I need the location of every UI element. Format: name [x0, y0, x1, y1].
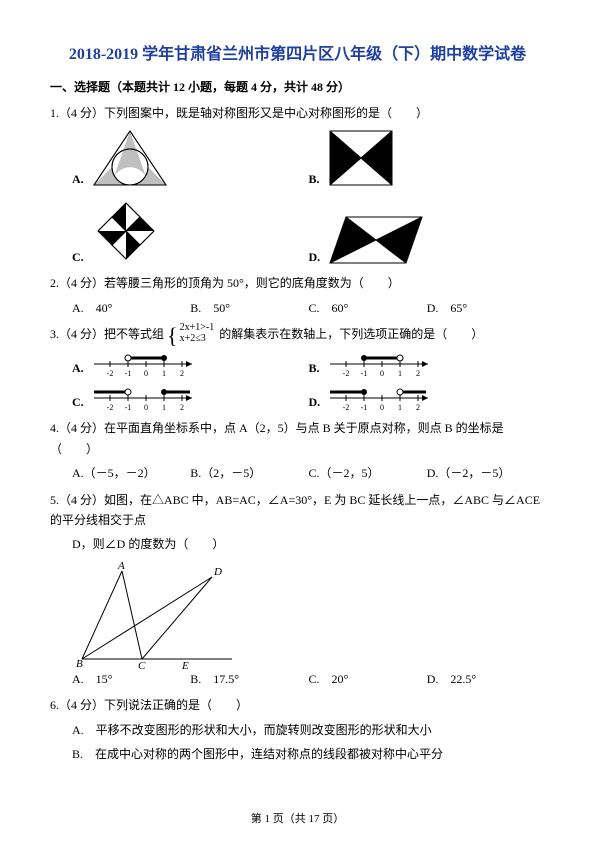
svg-text:-1: -1	[360, 369, 367, 378]
question-2: 2.（4 分）若等腰三角形的顶角为 50°，则它的底角度数为（ ） A. 40°…	[50, 273, 545, 318]
svg-text:2: 2	[416, 369, 420, 378]
q1-label-b: B.	[309, 169, 320, 189]
svg-text:0: 0	[144, 403, 148, 412]
q3-stem: 3.（4 分）把不等式组 {2x+1>-1x+2≤3 的解集表示在数轴上，下列选…	[50, 324, 545, 346]
svg-text:1: 1	[162, 369, 166, 378]
q4-opt-d: D.（－2，－5）	[427, 463, 545, 483]
svg-text:0: 0	[144, 369, 148, 378]
q4-stem: 4.（4 分）在平面直角坐标系中，点 A（2，5）与点 B 关于原点对称，则点 …	[50, 418, 545, 459]
page-footer: 第 1 页（共 17 页）	[0, 810, 595, 826]
q1-figure-a	[90, 127, 170, 189]
q6-opt-b: B. 在成中心对称的两个图形中，连结对称点的线段都被对称中心平分	[50, 744, 545, 764]
q6-opt-a: A. 平移不改变图形的形状和大小，而旋转则改变图形的形状和大小	[50, 720, 545, 740]
q1-label-d: D.	[309, 247, 321, 267]
q5-opt-b: B. 17.5°	[190, 669, 308, 689]
q2-opt-a: A. 40°	[72, 298, 190, 318]
q5-opt-c: C. 20°	[309, 669, 427, 689]
q3-numberline-b: -2 -1 0 1 2	[326, 350, 436, 378]
svg-text:-1: -1	[124, 403, 131, 412]
svg-text:C: C	[138, 660, 146, 669]
q3-label-a: A.	[72, 358, 84, 378]
svg-text:-1: -1	[361, 403, 368, 412]
q3-stem-a: 3.（4 分）把不等式组	[50, 327, 164, 341]
question-5: 5.（4 分）如图，在△ABC 中，AB=AC，∠A=30°，E 为 BC 延长…	[50, 490, 545, 690]
svg-text:2: 2	[416, 403, 420, 412]
svg-text:-2: -2	[342, 369, 349, 378]
svg-text:A: A	[117, 560, 125, 572]
svg-text:1: 1	[398, 403, 402, 412]
q3-numberline-a: -2 -1 0 1 2	[90, 350, 200, 378]
svg-text:2: 2	[180, 403, 184, 412]
q3-numberline-c: -2 -1 0 1 2	[90, 384, 200, 412]
q1-figure-c	[90, 195, 162, 267]
svg-text:B: B	[76, 658, 83, 669]
q2-opt-d: D. 65°	[427, 298, 545, 318]
q3-label-b: B.	[309, 358, 320, 378]
q4-opt-b: B.（2，－5）	[190, 463, 308, 483]
q5-stem-2: D，则∠D 的度数为（ ）	[50, 534, 545, 554]
q6-stem: 6.（4 分）下列说法正确的是（ ）	[50, 695, 545, 715]
svg-text:2: 2	[180, 369, 184, 378]
q3-label-d: D.	[309, 392, 321, 412]
svg-text:-2: -2	[343, 403, 350, 412]
svg-text:-1: -1	[124, 369, 131, 378]
svg-text:0: 0	[380, 369, 384, 378]
q2-opt-c: C. 60°	[309, 298, 427, 318]
svg-text:-2: -2	[106, 369, 113, 378]
q1-figure-d	[326, 213, 426, 267]
q5-figure: A D B C E	[72, 559, 242, 669]
q2-stem: 2.（4 分）若等腰三角形的顶角为 50°，则它的底角度数为（ ）	[50, 273, 545, 293]
section-heading: 一、选择题（本题共计 12 小题，每题 4 分，共计 48 分）	[50, 78, 545, 95]
question-3: 3.（4 分）把不等式组 {2x+1>-1x+2≤3 的解集表示在数轴上，下列选…	[50, 324, 545, 412]
svg-text:E: E	[181, 660, 189, 669]
brace-icon: {	[167, 327, 178, 345]
q2-opt-b: B. 50°	[190, 298, 308, 318]
q3-ineq-bot: x+2≤3	[180, 333, 215, 344]
q5-stem-1: 5.（4 分）如图，在△ABC 中，AB=AC，∠A=30°，E 为 BC 延长…	[50, 490, 545, 531]
question-6: 6.（4 分）下列说法正确的是（ ） A. 平移不改变图形的形状和大小，而旋转则…	[50, 695, 545, 764]
q5-opt-d: D. 22.5°	[427, 669, 545, 689]
q4-opt-a: A.（－5，－2）	[72, 463, 190, 483]
svg-text:1: 1	[162, 403, 166, 412]
q1-figure-b	[326, 127, 396, 189]
q1-label-c: C.	[72, 247, 84, 267]
question-4: 4.（4 分）在平面直角坐标系中，点 A（2，5）与点 B 关于原点对称，则点 …	[50, 418, 545, 483]
svg-text:1: 1	[398, 369, 402, 378]
page-title: 2018-2019 学年甘肃省兰州市第四片区八年级（下）期中数学试卷	[50, 40, 545, 64]
q1-stem: 1.（4 分）下列图案中，既是轴对称图形又是中心对称图形的是（ ）	[50, 103, 545, 123]
q5-opt-a: A. 15°	[72, 669, 190, 689]
q3-ineq-top: 2x+1>-1	[180, 322, 215, 333]
q4-opt-c: C.（－2，5）	[309, 463, 427, 483]
svg-text:0: 0	[380, 403, 384, 412]
question-1: 1.（4 分）下列图案中，既是轴对称图形又是中心对称图形的是（ ） A. B.	[50, 103, 545, 267]
svg-text:-2: -2	[106, 403, 113, 412]
svg-text:D: D	[213, 566, 222, 578]
q1-label-a: A.	[72, 169, 84, 189]
q3-label-c: C.	[72, 392, 84, 412]
q3-numberline-d: -2 -1 0 1 2	[326, 384, 436, 412]
q3-stem-b: 的解集表示在数轴上，下列选项正确的是（ ）	[219, 327, 483, 341]
